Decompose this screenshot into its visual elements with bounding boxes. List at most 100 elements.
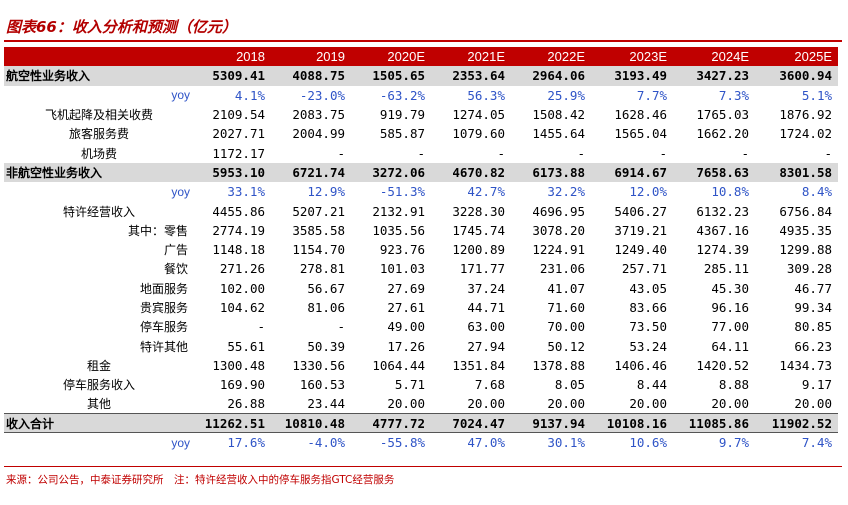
value-cell: -51.3% — [379, 184, 425, 200]
value-cell: 1274.05 — [452, 107, 505, 123]
value-cell: 5309.41 — [194, 66, 271, 86]
value-cell: 5406.27 — [614, 203, 667, 219]
value-cell: 101.03 — [379, 261, 425, 277]
value-cell: 1035.56 — [372, 222, 425, 238]
table-row: 特许经营收入 4455.86 5207.21 2132.91 3228.30 4696.9… — [4, 201, 838, 220]
value-cell: 8.44 — [636, 377, 667, 393]
row-label: 非航空性业务收入 — [4, 162, 194, 183]
value-cell: 17.26 — [387, 338, 425, 354]
value-cell: 70.00 — [547, 319, 585, 335]
value-cell: 10.8% — [711, 184, 749, 200]
value-cell: 585.87 — [379, 126, 425, 142]
value-cell: 1434.73 — [779, 357, 832, 373]
row-label: 收入合计 — [4, 413, 194, 434]
value-cell: 8.05 — [554, 377, 585, 393]
value-cell: 10810.48 — [271, 413, 351, 434]
value-cell: 17.6% — [227, 435, 265, 451]
value-cell: 44.71 — [467, 300, 505, 315]
value-cell: 81.06 — [307, 300, 345, 315]
value-cell: 1724.02 — [779, 126, 832, 142]
value-cell: 11085.86 — [673, 413, 755, 434]
value-cell: 20.00 — [629, 396, 667, 412]
value-cell: 1154.70 — [292, 242, 345, 258]
value-cell: 49.00 — [387, 319, 425, 335]
table-row: 广告 1148.18 1154.70 923.76 1200.89 1224.91 1249… — [4, 240, 838, 259]
table-row: 特许其他 55.61 50.39 17.26 27.94 50.12 53.24 64.11 6… — [4, 336, 838, 355]
value-cell: 3600.94 — [755, 66, 838, 86]
value-cell: 56.3% — [467, 87, 505, 103]
footer-divider — [4, 466, 842, 467]
value-cell: 1455.64 — [532, 126, 585, 142]
table-row: yoy 17.6% -4.0% -55.8% 47.0% 30.1% 10.6% 9.7% 7.… — [4, 433, 838, 452]
value-cell: 4777.72 — [351, 413, 431, 434]
row-label: yoy — [171, 435, 190, 450]
value-cell: 271.26 — [219, 261, 265, 277]
value-cell: 1299.88 — [779, 242, 832, 258]
value-cell: 285.11 — [703, 261, 749, 277]
value-cell: 3078.20 — [532, 222, 585, 238]
value-cell: 1505.65 — [351, 66, 431, 86]
value-cell: 7.3% — [718, 87, 749, 103]
table-row: 飞机起降及相关收费 2109.54 2083.75 919.79 1274.05 1508… — [4, 105, 838, 124]
table-header-row: 2018 2019 2020E 2021E 2022E 2023E 2024E 2025E — [4, 47, 838, 67]
value-cell: 9.17 — [801, 377, 832, 393]
value-cell: 96.16 — [711, 300, 749, 315]
value-cell: 8301.58 — [755, 162, 838, 183]
value-cell: 42.7% — [467, 184, 505, 200]
value-cell: 2353.64 — [431, 66, 511, 86]
value-cell: 80.85 — [794, 319, 832, 335]
value-cell: 99.34 — [794, 300, 832, 315]
table-row: 贵宾服务 104.62 81.06 27.61 44.71 71.60 83.66 96.16… — [4, 298, 838, 317]
figure-title: 图表66：收入分析和预测（亿元） — [6, 18, 237, 36]
value-cell: -55.8% — [379, 435, 425, 451]
value-cell: 20.00 — [547, 396, 585, 412]
value-cell: 9.7% — [718, 435, 749, 451]
year-header: 2021E — [431, 47, 511, 67]
row-label: 地面服务 — [139, 281, 188, 296]
value-cell: 1565.04 — [614, 126, 667, 142]
value-cell: 1300.48 — [212, 357, 265, 373]
value-cell: 20.00 — [711, 396, 749, 412]
value-cell: 104.62 — [219, 300, 265, 315]
title-divider — [4, 40, 842, 42]
row-label: 餐饮 — [163, 262, 188, 277]
value-cell: 1351.84 — [452, 357, 505, 373]
value-cell: 53.24 — [629, 338, 667, 354]
value-cell: 2004.99 — [292, 126, 345, 142]
value-cell: 27.94 — [467, 338, 505, 354]
value-cell: 5953.10 — [194, 162, 271, 183]
value-cell: - — [337, 145, 345, 161]
value-cell: 1330.56 — [292, 357, 345, 373]
value-cell: 71.60 — [547, 300, 585, 315]
value-cell: 55.61 — [227, 338, 265, 354]
value-cell: 11902.52 — [755, 413, 838, 434]
year-header: 2024E — [673, 47, 755, 67]
row-label: 租金 — [86, 358, 111, 373]
value-cell: 7.7% — [636, 87, 667, 103]
value-cell: 1064.44 — [372, 357, 425, 373]
value-cell: 1420.52 — [696, 357, 749, 373]
value-cell: 73.50 — [629, 319, 667, 335]
table-row: 停车服务 - - 49.00 63.00 70.00 73.50 77.00 80.85 — [4, 317, 838, 336]
value-cell: 309.28 — [786, 261, 832, 277]
value-cell: 3272.06 — [351, 162, 431, 183]
row-label: 停车服务 — [139, 320, 188, 335]
value-cell: 3585.58 — [292, 222, 345, 238]
value-cell: 1765.03 — [696, 107, 749, 123]
value-cell: 20.00 — [794, 396, 832, 412]
value-cell: 37.24 — [467, 280, 505, 296]
value-cell: -63.2% — [379, 87, 425, 103]
value-cell: 6756.84 — [779, 203, 832, 219]
table-row: 其他 26.88 23.44 20.00 20.00 20.00 20.00 20.00 20.… — [4, 394, 838, 413]
value-cell: 4670.82 — [431, 162, 511, 183]
value-cell: 7658.63 — [673, 162, 755, 183]
table-row: 机场费 1172.17 - - - - - - - — [4, 143, 838, 162]
value-cell: 923.76 — [379, 242, 425, 258]
value-cell: -23.0% — [299, 87, 345, 103]
value-cell: 919.79 — [379, 107, 425, 123]
value-cell: - — [417, 145, 425, 161]
value-cell: 32.2% — [547, 184, 585, 200]
value-cell: 77.00 — [711, 319, 749, 335]
value-cell: 2774.19 — [212, 222, 265, 238]
value-cell: 3427.23 — [673, 66, 755, 86]
